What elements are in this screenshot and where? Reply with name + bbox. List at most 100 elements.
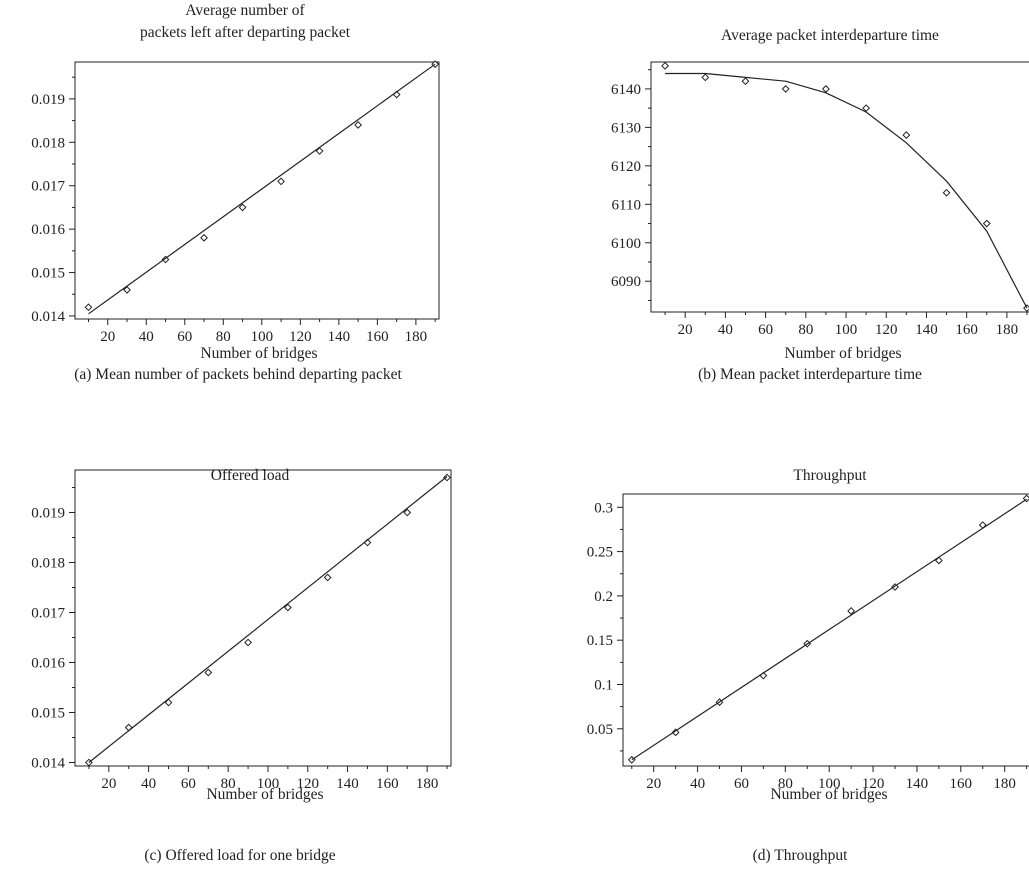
x-tick-label: 20 <box>100 329 115 345</box>
y-tick-label: 0.016 <box>31 222 65 238</box>
x-tick-label: 140 <box>336 776 359 792</box>
chart-panel-d: Throughput 20 40 60 80 100 120 140 160 180 0.05 0.… <box>540 440 1029 879</box>
caption-b: (b) Mean packet interdeparture time <box>698 366 922 383</box>
data-point <box>403 508 412 517</box>
x-tick-label: 160 <box>366 329 389 345</box>
chart-panel-b: Average packet interdeparture time 20 40 6… <box>540 0 1029 440</box>
x-tick-label: 180 <box>993 776 1016 792</box>
x-tick-label: 80 <box>221 776 236 792</box>
x-tick-label: 160 <box>376 776 399 792</box>
x-tick-label: 60 <box>758 322 773 338</box>
x-tick-label: 120 <box>862 776 885 792</box>
data-point <box>822 85 830 93</box>
caption-a: (a) Mean number of packets behind depart… <box>74 366 402 383</box>
data-point <box>277 177 285 186</box>
data-point <box>124 723 133 732</box>
data-point <box>902 131 911 139</box>
x-tick-label: 160 <box>955 322 978 338</box>
y-tick-label: 0.15 <box>587 633 613 649</box>
x-tick-label: 180 <box>996 322 1019 338</box>
x-tick-label: 180 <box>405 329 428 345</box>
y-tick-label: 0.018 <box>31 556 65 572</box>
caption-d: (d) Throughput <box>752 847 848 864</box>
y-tick-label: 0.015 <box>31 266 65 282</box>
data-point <box>204 668 213 677</box>
chart-title-a-line-1: Average number of <box>185 2 305 19</box>
x-tick-label: 60 <box>734 776 749 792</box>
chart-svg-a: 20 40 60 80 100 120 140 160 180 0.014 0.015 0.016 0.… <box>31 60 440 362</box>
caption-c: (c) Offered load for one bridge <box>144 847 336 864</box>
chart-title-a: Average number of packets left after dep… <box>45 0 445 44</box>
chart-title-c-line-1: Offered load <box>210 467 290 484</box>
chart-title-d: Throughput <box>730 465 930 487</box>
chart-svg-b: 20 40 60 80 100 120 140 160 180 6090 6100 6110 6120 6… <box>611 61 1029 362</box>
y-tick-label: 6130 <box>611 120 641 136</box>
x-axis-label: Number of bridges <box>206 786 323 803</box>
x-tick-label: 20 <box>646 776 661 792</box>
data-point <box>847 607 856 615</box>
fit-line <box>665 72 1028 309</box>
data-point <box>323 573 332 582</box>
x-tick-label: 120 <box>875 322 898 338</box>
x-tick-label: 120 <box>289 329 312 345</box>
data-point <box>161 255 170 264</box>
x-tick-label: 100 <box>818 776 841 792</box>
x-axis-label: Number of bridges <box>770 786 887 803</box>
x-axis-label: Number of bridges <box>200 345 317 362</box>
x-tick-label: 20 <box>678 322 693 338</box>
y-tick-label: 6100 <box>611 236 641 252</box>
x-tick-label: 80 <box>216 329 231 345</box>
chart-panel-a: Average number of packets left after dep… <box>0 0 470 440</box>
fit-line <box>88 63 436 315</box>
y-tick-label: 0.3 <box>594 500 613 516</box>
fit-line <box>631 498 1027 761</box>
data-point <box>671 728 680 737</box>
y-tick-label: 0.017 <box>31 606 65 622</box>
data-point <box>431 60 440 69</box>
y-tick-label: 0.019 <box>31 506 65 522</box>
x-tick-label: 100 <box>257 776 280 792</box>
chart-svg-c: 20 40 60 80 100 120 140 160 180 0.014 0.015 0.016 0.… <box>31 469 452 803</box>
data-point <box>781 85 790 93</box>
y-tick-label: 6110 <box>612 197 641 213</box>
y-tick-label: 6140 <box>611 82 641 98</box>
data-point <box>942 188 951 197</box>
x-tick-label: 20 <box>101 776 116 792</box>
data-point <box>701 73 710 82</box>
y-tick-label: 6090 <box>611 274 641 290</box>
data-point <box>443 473 451 482</box>
x-tick-label: 60 <box>181 776 196 792</box>
data-point <box>982 219 991 228</box>
x-tick-label: 140 <box>906 776 929 792</box>
x-tick-label: 40 <box>718 322 733 338</box>
x-axis-label: Number of bridges <box>784 345 901 362</box>
plot-frame <box>622 493 1029 767</box>
chart-title-b: Average packet interdeparture time <box>660 25 1000 47</box>
data-point <box>123 286 131 294</box>
chart-panel-c: Offered load 20 40 60 80 100 120 140 160 180 0.01… <box>0 440 470 879</box>
x-tick-label: 80 <box>798 322 813 338</box>
y-tick-label: 0.014 <box>31 309 65 325</box>
fit-line <box>88 476 448 763</box>
x-tick-label: 100 <box>835 322 858 338</box>
data-point <box>741 77 750 86</box>
plot-frame <box>650 61 1029 313</box>
y-tick-label: 0.017 <box>31 179 65 195</box>
y-tick-label: 0.019 <box>31 92 65 108</box>
y-tick-label: 0.1 <box>594 677 613 693</box>
y-tick-label: 0.015 <box>31 706 65 722</box>
chart-title-c: Offered load <box>140 465 360 487</box>
x-tick-label: 40 <box>141 776 156 792</box>
data-point <box>283 603 292 612</box>
x-tick-label: 160 <box>950 776 973 792</box>
x-tick-label: 60 <box>177 329 192 345</box>
x-tick-label: 180 <box>416 776 439 792</box>
data-point <box>627 755 636 764</box>
x-tick-label: 100 <box>251 329 274 345</box>
x-tick-label: 40 <box>139 329 154 345</box>
plot-frame <box>74 61 440 320</box>
y-tick-label: 0.05 <box>587 722 613 738</box>
data-point <box>891 583 899 591</box>
y-tick-label: 0.016 <box>31 656 65 672</box>
data-point <box>238 203 247 212</box>
